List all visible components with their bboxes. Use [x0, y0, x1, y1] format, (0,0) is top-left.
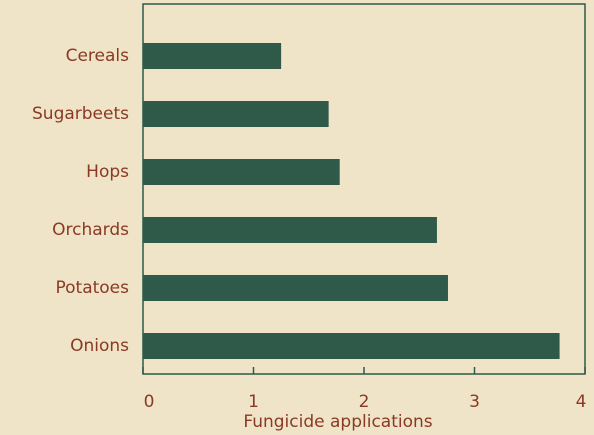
x-tick-label: 3: [469, 392, 480, 412]
x-tick-label: 0: [144, 392, 155, 412]
x-tick-label: 4: [576, 392, 587, 412]
bar: [143, 43, 282, 69]
y-tick-label: Orchards: [52, 220, 129, 240]
y-tick-label: Hops: [86, 162, 129, 182]
y-tick-label: Cereals: [66, 46, 130, 66]
bar: [143, 101, 329, 127]
bar: [143, 275, 448, 301]
y-tick-label: Onions: [70, 336, 129, 356]
x-tick-label: 2: [359, 392, 370, 412]
bar: [143, 333, 560, 359]
bar: [143, 159, 340, 185]
y-tick-label: Potatoes: [55, 278, 129, 298]
x-axis-label: Fungicide applications: [243, 412, 432, 432]
bar: [143, 217, 437, 243]
y-tick-label: Sugarbeets: [32, 104, 129, 124]
x-tick-label: 1: [248, 392, 259, 412]
